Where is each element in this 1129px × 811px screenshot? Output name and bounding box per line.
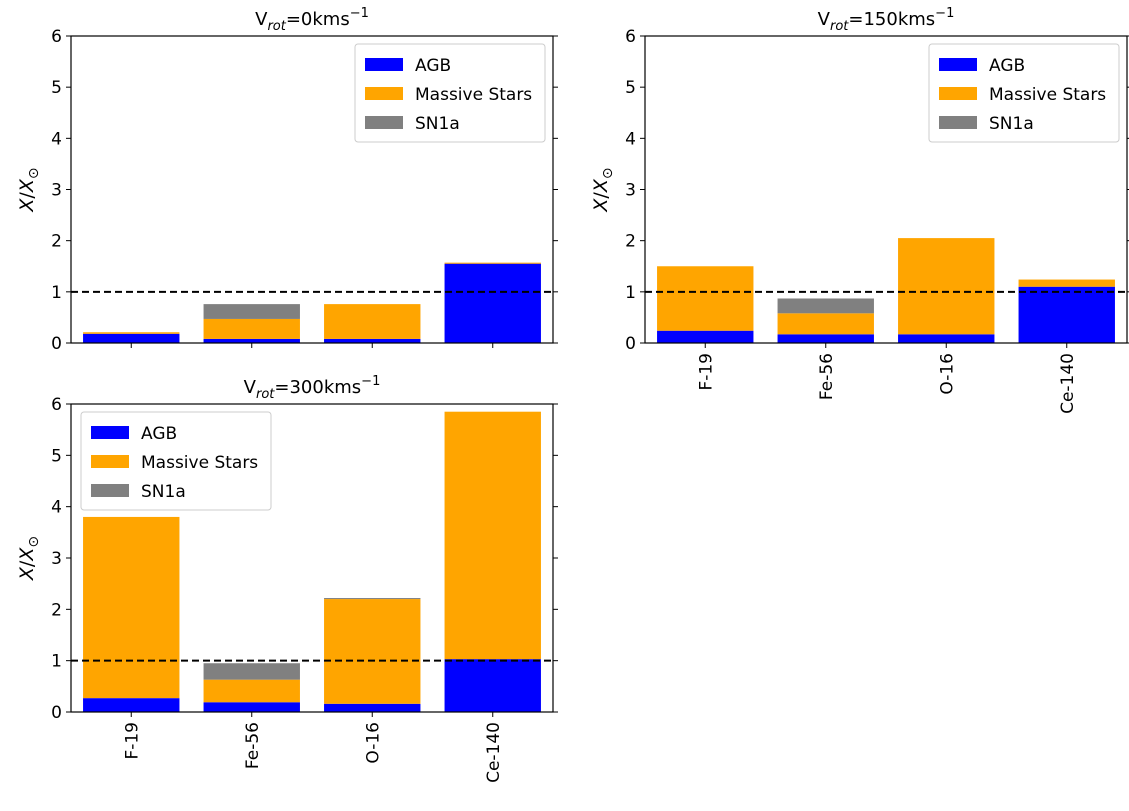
bar-sn1a-fe-56: [203, 663, 300, 680]
bar-massive-stars-fe-56: [203, 318, 300, 339]
x-tick-label: Fe-56: [817, 353, 837, 400]
x-tick-label: F-19: [122, 722, 142, 760]
x-tick-label: O-16: [363, 722, 383, 764]
bar-agb-ce-140: [444, 263, 541, 343]
bar-agb-ce-140: [444, 659, 541, 712]
y-tick-label: 1: [51, 283, 62, 303]
y-tick-label: 5: [625, 78, 636, 98]
y-tick-label: 3: [51, 549, 62, 569]
y-tick-label: 0: [51, 334, 62, 354]
legend-label: SN1a: [141, 482, 186, 502]
legend-swatch-agb: [365, 58, 403, 71]
chart-panel-3: 0 1 2 3 4 5 6 F-19 Fe-56 O-16 Ce-140 Vrot=300kms−1 X…: [16, 374, 558, 783]
bar-massive-stars-fe-56: [777, 313, 874, 335]
bar-agb-fe-56: [203, 702, 300, 712]
chart-title: Vrot=150kms−1: [818, 6, 955, 34]
bar-massive-stars-ce-140: [444, 262, 541, 264]
legend: AGB Massive Stars SN1a: [928, 43, 1120, 143]
bar-massive-stars-ce-140: [444, 411, 541, 660]
legend-swatch-sn1a: [365, 116, 403, 129]
y-tick-label: 0: [51, 703, 62, 723]
legend-label: AGB: [989, 56, 1025, 76]
bar-massive-stars-fe-56: [203, 679, 300, 703]
y-tick-label: 5: [51, 446, 62, 466]
y-tick-label: 6: [625, 27, 636, 47]
legend-swatch-massive-stars: [91, 455, 129, 468]
legend-label: AGB: [415, 56, 451, 76]
y-axis-label: X/X⊙: [16, 536, 42, 581]
y-tick-label: 3: [51, 181, 62, 201]
chart-title: Vrot=0kms−1: [255, 6, 369, 34]
bar-agb-fe-56: [777, 334, 874, 343]
bar-sn1a-fe-56: [777, 298, 874, 314]
y-tick-label: 0: [625, 334, 636, 354]
y-tick-label: 5: [51, 78, 62, 98]
chart-panel-2: 0 1 2 3 4 5 6 F-19 Fe-56 O-16 Ce-140 Vrot=150kms−1 X…: [590, 6, 1129, 414]
y-axis-label: X/X⊙: [16, 167, 42, 212]
y-tick-label: 1: [51, 652, 62, 672]
bar-agb-fe-56: [203, 338, 300, 343]
x-tick-label: Fe-56: [243, 722, 263, 769]
bar-massive-stars-f-19: [657, 266, 754, 331]
chart-title: Vrot=300kms−1: [244, 374, 381, 402]
y-tick-label: 2: [51, 600, 62, 620]
bar-agb-ce-140: [1018, 286, 1115, 343]
legend-label: Massive Stars: [141, 453, 258, 473]
y-tick-label: 4: [51, 129, 62, 149]
legend-label: SN1a: [415, 114, 460, 134]
x-tick-label: F-19: [696, 353, 716, 391]
bar-agb-o-16: [898, 334, 995, 343]
legend-label: Massive Stars: [415, 85, 532, 105]
y-tick-label: 3: [625, 181, 636, 201]
bar-agb-o-16: [324, 703, 421, 712]
y-tick-label: 4: [51, 498, 62, 518]
bar-agb-o-16: [324, 338, 421, 343]
bar-agb-f-19: [657, 330, 754, 343]
legend-swatch-sn1a: [939, 116, 977, 129]
legend-label: SN1a: [989, 114, 1034, 134]
x-tick-label: Ce-140: [484, 722, 504, 783]
bar-sn1a-fe-56: [203, 304, 300, 319]
legend-swatch-agb: [91, 426, 129, 439]
bar-massive-stars-o-16: [324, 599, 421, 704]
bar-massive-stars-o-16: [898, 238, 995, 335]
legend-swatch-massive-stars: [939, 87, 977, 100]
bar-agb-f-19: [83, 333, 180, 343]
legend: AGB Massive Stars SN1a: [354, 43, 546, 143]
legend-swatch-agb: [939, 58, 977, 71]
y-tick-label: 6: [51, 395, 62, 415]
x-tick-label: O-16: [937, 353, 957, 395]
y-tick-label: 2: [51, 232, 62, 252]
legend-label: Massive Stars: [989, 85, 1106, 105]
legend: AGB Massive Stars SN1a: [80, 411, 272, 511]
bar-agb-f-19: [83, 698, 180, 712]
bar-massive-stars-o-16: [324, 304, 421, 339]
y-tick-label: 2: [625, 232, 636, 252]
bar-massive-stars-f-19: [83, 332, 180, 334]
legend-swatch-massive-stars: [365, 87, 403, 100]
y-axis-label: X/X⊙: [590, 167, 616, 212]
legend-label: AGB: [141, 424, 177, 444]
y-tick-label: 1: [625, 283, 636, 303]
y-tick-label: 4: [625, 129, 636, 149]
bar-massive-stars-ce-140: [1018, 279, 1115, 287]
bar-sn1a-o-16: [324, 598, 421, 600]
y-tick-label: 6: [51, 27, 62, 47]
x-tick-label: Ce-140: [1058, 353, 1078, 414]
legend-swatch-sn1a: [91, 484, 129, 497]
bar-massive-stars-f-19: [83, 516, 180, 699]
chart-panel-1: 0 1 2 3 4 5 6 Vrot=0kms−1 X/X⊙ AGB Massive Stars SN…: [16, 6, 558, 354]
